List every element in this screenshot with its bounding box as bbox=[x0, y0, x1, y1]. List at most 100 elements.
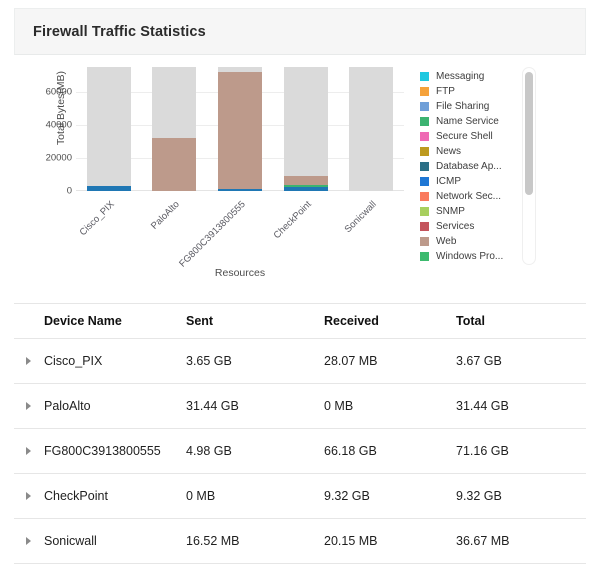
legend-item[interactable]: ICMP bbox=[420, 174, 530, 189]
legend-item[interactable]: Windows Pro... bbox=[420, 249, 530, 264]
legend-item[interactable]: Messaging bbox=[420, 69, 530, 84]
legend-label: Network Sec... bbox=[436, 191, 502, 202]
row-expand-button[interactable] bbox=[14, 489, 44, 503]
row-expand-button[interactable] bbox=[14, 399, 44, 413]
chart-legend: Messaging FTP File Sharing Name Service Secu… bbox=[420, 69, 530, 265]
table-row[interactable]: FG800C3913800555 4.98 GB 66.18 GB 71.16 GB bbox=[14, 429, 586, 474]
bar-segment[interactable] bbox=[283, 187, 328, 191]
bar-slot bbox=[338, 67, 404, 191]
y-axis-tick-label: 0 bbox=[66, 185, 72, 197]
legend-label: Web bbox=[436, 236, 457, 247]
bar-segment[interactable] bbox=[283, 184, 328, 188]
bar-segment[interactable] bbox=[86, 185, 131, 191]
x-axis-tick-label: Cisco_PIX bbox=[77, 199, 117, 239]
legend-item[interactable]: Database Ap... bbox=[420, 159, 530, 174]
row-expand-button[interactable] bbox=[14, 354, 44, 368]
row-expand-button[interactable] bbox=[14, 444, 44, 458]
legend-swatch-icon bbox=[420, 72, 429, 81]
stacked-bar[interactable] bbox=[152, 67, 197, 191]
chevron-right-icon bbox=[26, 537, 31, 545]
legend-label: News bbox=[436, 146, 462, 157]
bar-segment[interactable] bbox=[152, 67, 197, 139]
legend-swatch-icon bbox=[420, 147, 429, 156]
legend-label: Services bbox=[436, 221, 475, 232]
legend-item[interactable]: FTP bbox=[420, 84, 530, 99]
x-axis-tick-label: CheckPoint bbox=[271, 199, 314, 242]
table-row[interactable]: PaloAlto 31.44 GB 0 MB 31.44 GB bbox=[14, 384, 586, 429]
table-row[interactable]: Cisco_PIX 3.65 GB 28.07 MB 3.67 GB bbox=[14, 339, 586, 384]
bar-segment[interactable] bbox=[217, 72, 262, 189]
legend-item[interactable]: SNMP bbox=[420, 204, 530, 219]
row-expand-button[interactable] bbox=[14, 534, 44, 548]
legend-item[interactable]: Name Service bbox=[420, 114, 530, 129]
cell-sent: 4.98 GB bbox=[186, 444, 232, 458]
legend-label: File Sharing bbox=[436, 101, 490, 112]
column-header-device-name[interactable]: Device Name bbox=[44, 314, 122, 328]
chevron-right-icon bbox=[26, 447, 31, 455]
legend-swatch-icon bbox=[420, 132, 429, 141]
cell-device-name: PaloAlto bbox=[44, 399, 91, 413]
y-axis-tick-label: 60000 bbox=[45, 86, 72, 98]
legend-item[interactable]: News bbox=[420, 144, 530, 159]
legend-scrollbar[interactable] bbox=[522, 67, 536, 265]
bar-segment[interactable] bbox=[349, 67, 394, 191]
stacked-bar[interactable] bbox=[349, 67, 394, 191]
cell-received: 9.32 GB bbox=[324, 489, 370, 503]
legend-label: ICMP bbox=[436, 176, 461, 187]
legend-swatch-icon bbox=[420, 117, 429, 126]
legend-item[interactable]: Web bbox=[420, 234, 530, 249]
x-axis-tick-label: Sonicwall bbox=[342, 199, 379, 236]
column-header-received[interactable]: Received bbox=[324, 314, 379, 328]
legend-label: FTP bbox=[436, 86, 455, 97]
stacked-bar[interactable] bbox=[86, 67, 131, 191]
bar-segment[interactable] bbox=[217, 67, 262, 73]
chart-plot-area: Total Bytes(MB) 0 20000 40000 60000 bbox=[46, 67, 404, 197]
legend-swatch-icon bbox=[420, 252, 429, 261]
legend-swatch-icon bbox=[420, 222, 429, 231]
bar-slot bbox=[207, 67, 273, 191]
bar-segment[interactable] bbox=[152, 138, 197, 191]
cell-device-name: Sonicwall bbox=[44, 534, 97, 548]
table-body: Cisco_PIX 3.65 GB 28.07 MB 3.67 GB PaloAlto 3… bbox=[14, 339, 586, 564]
legend-label: SNMP bbox=[436, 206, 465, 217]
legend-swatch-icon bbox=[420, 177, 429, 186]
legend-item[interactable]: Secure Shell bbox=[420, 129, 530, 144]
bar-segment[interactable] bbox=[283, 67, 328, 176]
legend-item[interactable]: Network Sec... bbox=[420, 189, 530, 204]
x-axis-tick-labels: Cisco_PIX PaloAlto FG800C3913800555 CheckPo… bbox=[76, 195, 404, 270]
cell-received: 20.15 MB bbox=[324, 534, 378, 548]
cell-sent: 31.44 GB bbox=[186, 399, 239, 413]
legend-item[interactable]: File Sharing bbox=[420, 99, 530, 114]
cell-sent: 16.52 MB bbox=[186, 534, 240, 548]
legend-swatch-icon bbox=[420, 87, 429, 96]
chevron-right-icon bbox=[26, 492, 31, 500]
bar-segment[interactable] bbox=[283, 175, 328, 185]
chevron-right-icon bbox=[26, 357, 31, 365]
cell-total: 31.44 GB bbox=[456, 399, 509, 413]
legend-label: Secure Shell bbox=[436, 131, 493, 142]
table-row[interactable]: CheckPoint 0 MB 9.32 GB 9.32 GB bbox=[14, 474, 586, 519]
chart-bars bbox=[76, 67, 404, 191]
column-header-total[interactable]: Total bbox=[456, 314, 485, 328]
cell-sent: 3.65 GB bbox=[186, 354, 232, 368]
cell-sent: 0 MB bbox=[186, 489, 216, 503]
device-table: Device Name Sent Received Total Cisco_PI… bbox=[14, 303, 586, 564]
legend-label: Database Ap... bbox=[436, 161, 502, 172]
legend-label: Name Service bbox=[436, 116, 499, 127]
widget-header: Firewall Traffic Statistics bbox=[14, 8, 586, 55]
bar-segment[interactable] bbox=[217, 188, 262, 191]
column-header-sent[interactable]: Sent bbox=[186, 314, 214, 328]
x-axis-tick-label: PaloAlto bbox=[149, 199, 183, 232]
cell-device-name: Cisco_PIX bbox=[44, 354, 103, 368]
cell-received: 28.07 MB bbox=[324, 354, 378, 368]
legend-item[interactable]: Services bbox=[420, 219, 530, 234]
cell-received: 66.18 GB bbox=[324, 444, 377, 458]
legend-label: Messaging bbox=[436, 71, 485, 82]
table-row[interactable]: Sonicwall 16.52 MB 20.15 MB 36.67 MB bbox=[14, 519, 586, 564]
legend-swatch-icon bbox=[420, 192, 429, 201]
x-axis-title: Resources bbox=[214, 267, 266, 279]
stacked-bar[interactable] bbox=[283, 67, 328, 191]
legend-scrollbar-thumb[interactable] bbox=[525, 72, 533, 195]
stacked-bar[interactable] bbox=[217, 67, 262, 191]
bar-segment[interactable] bbox=[86, 67, 131, 186]
